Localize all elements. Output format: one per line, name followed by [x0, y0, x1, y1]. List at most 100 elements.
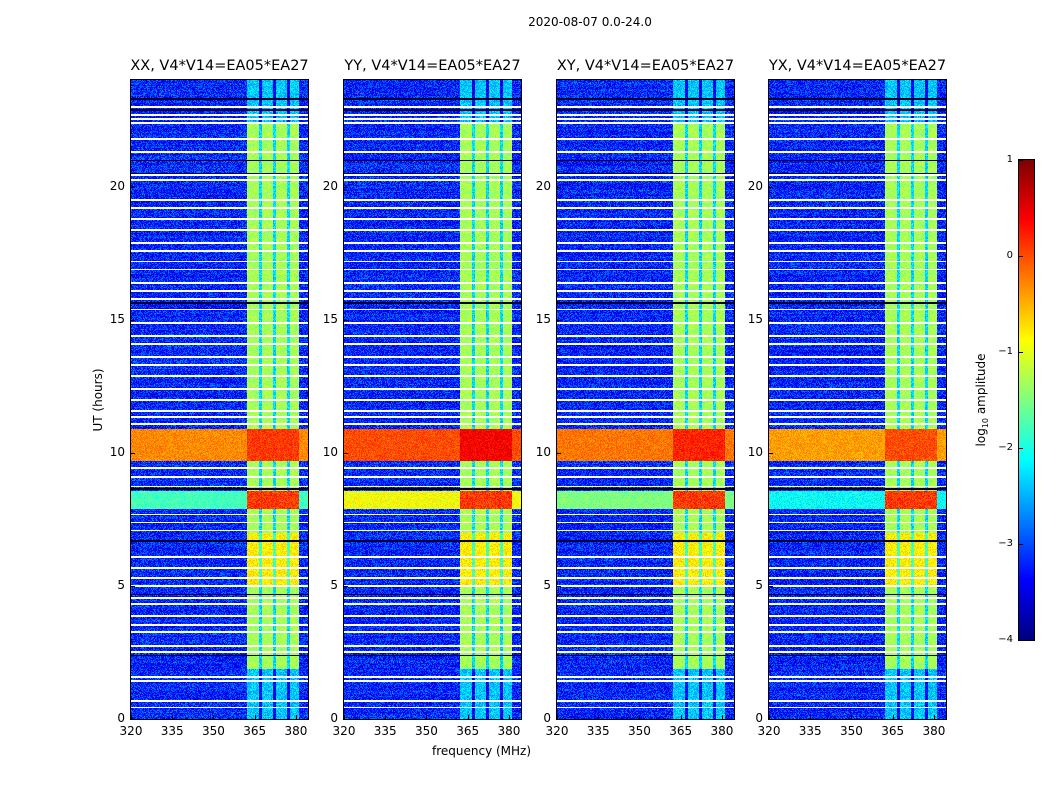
colorbar-tick-label: −1 [998, 346, 1013, 357]
y-tick-label: 15 [747, 311, 763, 326]
spectrogram-image [557, 80, 734, 719]
y-tick-label: 20 [747, 178, 763, 193]
y-tick-mark [557, 585, 561, 587]
x-tick-mark [213, 715, 215, 719]
colorbar-tick-label: −2 [998, 442, 1013, 453]
y-tick-mark [344, 452, 348, 454]
colorbar-label: log10 amplitude [973, 353, 991, 447]
y-tick-mark [769, 585, 773, 587]
panel-title: YX, V4*V14=EA05*EA27 [768, 58, 947, 74]
y-tick-label: 0 [117, 711, 125, 725]
spectrogram-image [131, 80, 308, 719]
figure-title: 2020-08-07 0.0-24.0 [528, 15, 652, 29]
x-tick-label: 320 [545, 724, 569, 738]
panel-title: YY, V4*V14=EA05*EA27 [344, 58, 521, 74]
y-tick-mark [557, 719, 561, 720]
y-tick-mark [131, 452, 135, 454]
x-tick-label: 380 [922, 724, 946, 738]
y-tick-mark [344, 585, 348, 587]
colorbar-tick-label: 0 [1006, 250, 1013, 261]
colorbar-gradient [1019, 160, 1034, 640]
y-tick-mark [557, 186, 561, 188]
colorbar-tick-mark [1019, 256, 1023, 257]
y-tick-label: 20 [109, 178, 125, 193]
y-tick-label: 10 [747, 444, 763, 459]
y-tick-label: 15 [322, 311, 338, 326]
colorbar-tick-mark [1019, 640, 1023, 641]
colorbar-tick-mark [1019, 352, 1023, 353]
x-axis-label: frequency (MHz) [432, 744, 532, 758]
y-tick-label: 5 [117, 577, 125, 592]
x-tick-mark [639, 715, 641, 719]
y-tick-label: 15 [535, 311, 551, 326]
colorbar-tick-label: −4 [998, 634, 1013, 645]
x-tick-label: 350 [840, 724, 863, 738]
x-tick-mark [131, 715, 132, 719]
x-tick-label: 350 [628, 724, 651, 738]
x-tick-label: 335 [798, 724, 822, 738]
x-tick-mark [426, 715, 428, 719]
x-tick-mark [508, 715, 510, 719]
x-tick-label: 365 [456, 724, 480, 738]
y-tick-mark [344, 319, 348, 321]
colorbar-tick-label: −3 [998, 538, 1013, 549]
y-tick-label: 0 [543, 711, 551, 725]
x-tick-label: 320 [332, 724, 356, 738]
x-tick-mark [254, 715, 256, 719]
y-tick-label: 5 [330, 577, 338, 592]
y-tick-mark [769, 452, 773, 454]
panel-title: XX, V4*V14=EA05*EA27 [130, 58, 309, 74]
x-tick-label: 320 [757, 724, 781, 738]
panel-title: XY, V4*V14=EA05*EA27 [556, 58, 735, 74]
y-tick-mark [344, 719, 348, 720]
spectrogram-image [769, 80, 946, 719]
y-tick-mark [344, 186, 348, 188]
y-tick-mark [131, 186, 135, 188]
x-tick-mark [344, 715, 345, 719]
y-tick-mark [769, 319, 773, 321]
y-axis-label: UT (hours) [91, 368, 105, 432]
x-tick-mark [680, 715, 682, 719]
x-tick-mark [810, 715, 812, 719]
x-tick-label: 365 [669, 724, 693, 738]
colorbar-tick-label: 1 [1006, 154, 1013, 165]
x-tick-mark [385, 715, 387, 719]
y-tick-label: 0 [330, 711, 338, 725]
x-tick-label: 335 [586, 724, 610, 738]
spectrogram-panel-yx [768, 79, 947, 720]
x-tick-label: 365 [881, 724, 905, 738]
colorbar [1018, 159, 1035, 641]
y-tick-label: 5 [543, 577, 551, 592]
x-tick-label: 335 [160, 724, 184, 738]
x-tick-label: 380 [497, 724, 521, 738]
spectrogram-panel-yy [343, 79, 522, 720]
spectrogram-image [344, 80, 521, 719]
x-tick-mark [933, 715, 935, 719]
colorbar-tick-mark [1019, 160, 1023, 161]
spectrogram-panel-xy [556, 79, 735, 720]
x-tick-mark [557, 715, 558, 719]
y-tick-label: 5 [755, 577, 763, 592]
spectrogram-panel-xx [130, 79, 309, 720]
y-tick-label: 15 [109, 311, 125, 326]
y-tick-label: 10 [535, 444, 551, 459]
x-tick-mark [172, 715, 174, 719]
x-tick-label: 350 [202, 724, 225, 738]
y-tick-mark [769, 719, 773, 720]
x-tick-mark [769, 715, 770, 719]
colorbar-tick-mark [1019, 448, 1023, 449]
y-tick-label: 20 [322, 178, 338, 193]
y-tick-mark [131, 719, 135, 720]
y-tick-label: 20 [535, 178, 551, 193]
y-tick-mark [131, 319, 135, 321]
x-tick-mark [851, 715, 853, 719]
y-tick-mark [557, 319, 561, 321]
x-tick-label: 365 [243, 724, 267, 738]
x-tick-mark [598, 715, 600, 719]
x-tick-label: 380 [284, 724, 308, 738]
y-tick-label: 10 [322, 444, 338, 459]
y-tick-mark [557, 452, 561, 454]
x-tick-mark [467, 715, 469, 719]
y-tick-label: 10 [109, 444, 125, 459]
x-tick-label: 335 [373, 724, 397, 738]
